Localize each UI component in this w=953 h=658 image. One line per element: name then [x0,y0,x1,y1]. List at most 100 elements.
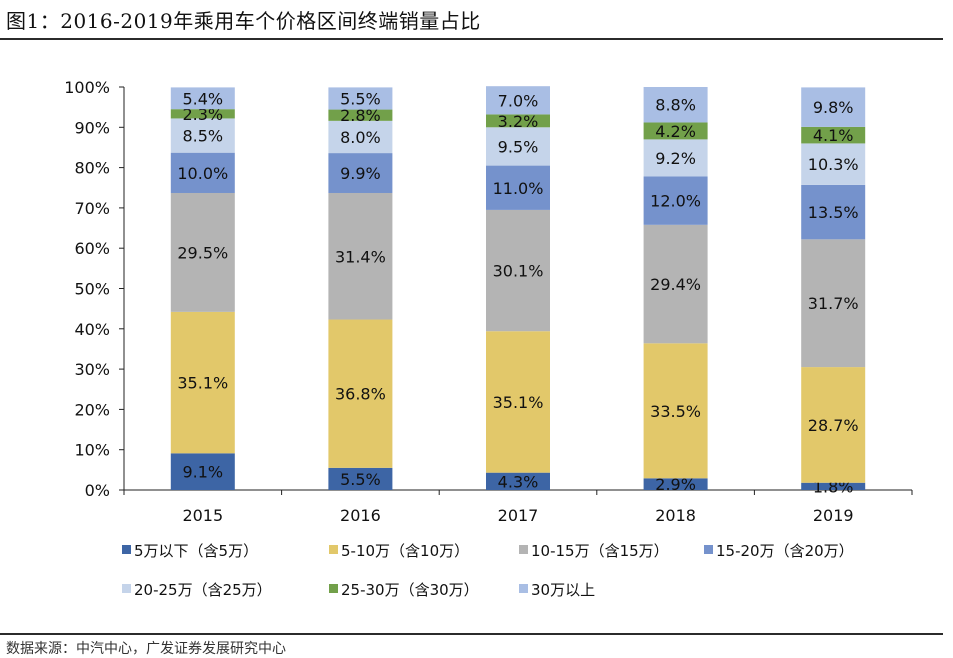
bar-segment [170,118,235,153]
bar-segment [328,319,393,468]
data-label: 29.5% [177,243,228,262]
bar-segment [643,87,708,123]
stacked-bar-chart: 0% 10% 20% 30% 40% 50% 60% 70% 80% 90% 100% 9.1% 35.… [64,78,913,599]
bar-segment [643,343,708,479]
data-label: 9.9% [340,164,381,183]
y-tick-label: 70% [74,199,110,218]
y-tick-label: 30% [74,360,110,379]
x-tick-label: 2016 [340,506,381,525]
bar-segment [170,87,235,110]
bar-segment [486,331,550,473]
data-label: 28.7% [808,416,859,435]
bar-segment [801,143,866,185]
chart-title: 图1：2016-2019年乘用车个价格区间终端销量占比 [6,9,481,33]
bar-segment [170,311,235,454]
legend-swatch [122,545,131,554]
data-label: 4.2% [655,122,696,141]
x-tick-label: 2015 [182,506,223,525]
legend-label: 5-10万（含10万） [341,542,469,560]
legend-label: 25-30万（含30万） [341,581,479,599]
x-tick-label: 2018 [655,506,696,525]
data-label: 9.8% [813,98,854,117]
bar-segment [328,87,393,110]
legend-label: 15-20万（含20万） [716,542,854,560]
y-tick-label: 50% [74,280,110,299]
data-label: 31.7% [808,294,859,313]
data-label: 9.5% [498,137,539,156]
bar-segment [170,109,235,119]
x-tick-label: 2017 [498,506,539,525]
bar-segment [328,120,393,154]
bar-segment [643,478,708,490]
bar-segment [486,127,550,166]
y-tick-label: 10% [74,441,110,460]
bar-segment [801,126,866,144]
data-label: 9.1% [182,463,223,482]
legend-swatch [329,545,338,554]
data-label: 30.1% [493,262,544,281]
bar-segment [486,165,550,210]
bar-segment [801,239,866,368]
y-tick-label: 20% [74,400,110,419]
data-source: 数据来源：中汽中心，广发证券发展研究中心 [6,641,286,657]
bar-segment [801,482,866,490]
data-label: 3.2% [498,112,539,131]
bar-segment [328,109,393,121]
y-tick-label: 60% [74,239,110,258]
data-label: 29.4% [650,275,701,294]
bar-segment [170,192,235,312]
data-label: 10.0% [177,164,228,183]
legend-swatch [519,545,528,554]
legend-label: 5万以下（含5万） [134,542,258,560]
bar-segment [643,139,708,177]
data-label: 8.0% [340,128,381,147]
bar-segment [643,176,708,225]
footer-divider [0,633,943,635]
bar-segment [328,467,393,490]
data-label: 11.0% [493,179,544,198]
data-label: 2.3% [182,105,223,124]
bar-segment [486,114,550,128]
data-label: 2.8% [340,106,381,125]
data-label: 35.1% [177,374,228,393]
data-label: 12.0% [650,192,701,211]
data-label: 13.5% [808,203,859,222]
y-tick-label: 40% [74,320,110,339]
bar-segment [170,453,235,490]
data-label: 10.3% [808,155,859,174]
bar-segment [486,209,550,332]
y-tick-label: 100% [64,78,110,97]
data-label: 5.4% [182,89,223,108]
legend-label: 30万以上 [531,581,595,599]
bar-segment [486,472,550,490]
legend-label: 10-15万（含15万） [531,542,669,560]
legend-swatch [122,584,131,593]
bar-segment [328,192,393,320]
data-label: 7.0% [498,91,539,110]
data-label: 33.5% [650,402,701,421]
bar-segment [801,367,866,483]
title-divider [0,38,943,40]
bar-segment [643,224,708,344]
data-label: 8.5% [182,127,223,146]
y-tick-label: 0% [85,481,110,500]
bar-segment [643,122,708,140]
legend-swatch [329,584,338,593]
y-tick-label: 90% [74,118,110,137]
bar-segment [170,152,235,193]
data-label: 5.5% [340,470,381,489]
data-label: 4.3% [498,472,539,491]
bar-segment [801,87,866,127]
legend-label: 20-25万（含25万） [134,581,272,599]
data-label: 36.8% [335,385,386,404]
data-label: 9.2% [655,149,696,168]
data-label: 31.4% [335,247,386,266]
data-label: 2.9% [655,475,696,494]
y-tick-label: 80% [74,159,110,178]
bar-segment [801,184,866,240]
data-label: 4.1% [813,126,854,145]
data-label: 35.1% [493,393,544,412]
legend-swatch [704,545,713,554]
data-label: 5.5% [340,89,381,108]
legend-swatch [519,584,528,593]
